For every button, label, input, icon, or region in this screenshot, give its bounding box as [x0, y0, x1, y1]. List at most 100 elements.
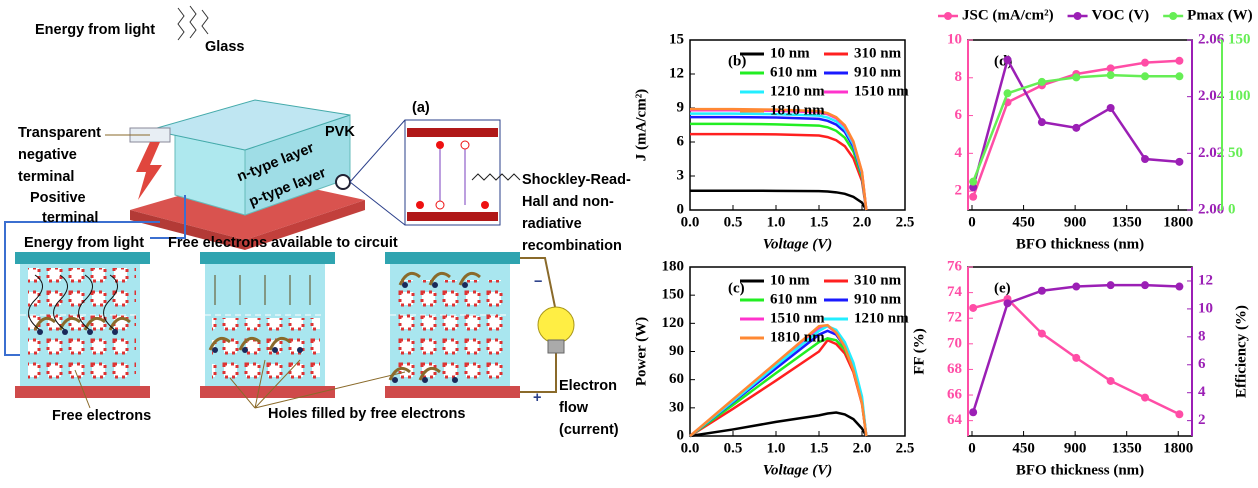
y-tick-label: 76 — [947, 258, 963, 274]
y-tick-label: 60 — [669, 371, 684, 387]
y2-tick-label: 6 — [1198, 356, 1206, 372]
point — [1141, 72, 1149, 80]
x-tick-label: 900 — [1064, 440, 1087, 456]
y-tick-label: 3 — [677, 167, 685, 183]
lightning — [136, 142, 162, 200]
hole — [436, 201, 444, 209]
y2-tick-label: 12 — [1198, 272, 1213, 288]
legend-label: 310 nm — [854, 45, 902, 61]
lattice — [212, 318, 320, 382]
legend-label: 1210 nm — [770, 83, 825, 99]
y-tick-label: 68 — [947, 361, 962, 377]
bottom-bar — [200, 386, 335, 398]
point — [1175, 410, 1183, 418]
point — [1141, 281, 1149, 289]
y-tick-label: 64 — [947, 412, 963, 428]
point — [1072, 354, 1080, 362]
y-tick-label: 74 — [947, 284, 963, 300]
y2-axis-label: Efficiency (%) — [1233, 305, 1249, 398]
label: radiative — [522, 216, 582, 232]
x-tick-label: 0 — [968, 440, 976, 456]
legend-label: 10 nm — [770, 45, 810, 61]
y-tick-label: 8 — [955, 69, 963, 85]
x-tick-label: 2.5 — [896, 440, 915, 456]
electron — [481, 201, 489, 209]
y3-tick-label: 50 — [1228, 145, 1243, 161]
x-tick-label: 1.5 — [810, 214, 829, 230]
series-line — [690, 134, 866, 210]
x-tick-label: 2.0 — [853, 214, 872, 230]
bulb-base — [548, 340, 564, 353]
top-bar — [15, 252, 150, 264]
label: Energy from light — [35, 22, 155, 38]
legend-label: JSC (mA/cm²) — [962, 7, 1054, 23]
legend-label: 310 nm — [854, 272, 902, 288]
label: (current) — [559, 422, 619, 438]
point — [1175, 72, 1183, 80]
y-tick-label: 6 — [677, 133, 685, 149]
y-axis-label: Power (W) — [633, 317, 649, 386]
x-tick-label: 1350 — [1112, 440, 1142, 456]
x-axis-label: BFO thickness (nm) — [1016, 462, 1144, 478]
x-tick-label: 0 — [968, 214, 976, 230]
label: PVK — [325, 124, 355, 140]
panel-label: (c) — [728, 280, 745, 296]
point — [1004, 56, 1012, 64]
series-line — [690, 191, 866, 210]
label: Free electrons available to circuit — [168, 235, 398, 251]
x-tick-label: 1800 — [1163, 214, 1193, 230]
y2-tick-label: 4 — [1198, 384, 1206, 400]
top-bar — [200, 252, 335, 264]
label: Electron — [559, 378, 617, 394]
point — [1072, 283, 1080, 291]
y2-tick-label: 2 — [1198, 412, 1206, 428]
y-tick-label: 10 — [947, 31, 962, 47]
y2-tick-label: 2.06 — [1198, 31, 1225, 47]
label: terminal — [42, 210, 98, 226]
legend-label: 1810 nm — [770, 102, 825, 118]
label: Transparent — [18, 125, 101, 141]
bottom-bar — [385, 386, 520, 398]
series-line — [690, 124, 866, 210]
point — [1107, 71, 1115, 79]
point — [969, 193, 977, 201]
label: Holes filled by free electrons — [268, 406, 465, 422]
electron — [416, 201, 424, 209]
x-tick-label: 1.0 — [767, 214, 786, 230]
x-tick-label: 1.0 — [767, 440, 786, 456]
label: negative — [18, 147, 77, 163]
label: Hall and non- — [522, 194, 614, 210]
point — [969, 178, 977, 186]
point — [1175, 158, 1183, 166]
cell-panels — [15, 252, 574, 408]
lattice — [28, 268, 136, 382]
point — [1072, 73, 1080, 81]
legend-label: 610 nm — [770, 291, 818, 307]
point — [969, 304, 977, 312]
polarity: + — [533, 390, 541, 406]
x-tick-label: 0.5 — [724, 440, 743, 456]
y2-tick-label: 2.00 — [1198, 201, 1224, 217]
legend-marker — [1074, 12, 1082, 20]
legend-marker — [1169, 12, 1177, 20]
x-axis-label: BFO thickness (nm) — [1016, 236, 1144, 252]
point — [1141, 394, 1149, 402]
hole — [461, 141, 469, 149]
x-tick-label: 1800 — [1163, 440, 1193, 456]
legend-label: 1810 nm — [770, 329, 825, 345]
label: Energy from light — [24, 235, 144, 251]
x-axis-label: Voltage (V) — [763, 236, 833, 252]
diagram: Energy from light Glass Transparent nega… — [5, 6, 631, 438]
wire — [520, 352, 556, 392]
series-line — [690, 117, 866, 210]
point — [1038, 118, 1046, 126]
legend-label: 10 nm — [770, 272, 810, 288]
point — [1141, 155, 1149, 163]
point — [1141, 59, 1149, 67]
legend-label: 610 nm — [770, 64, 818, 80]
band — [407, 212, 498, 221]
legend-label: 1510 nm — [854, 83, 909, 99]
y-tick-label: 6 — [955, 107, 963, 123]
point — [1107, 104, 1115, 112]
x-tick-label: 450 — [1012, 214, 1035, 230]
